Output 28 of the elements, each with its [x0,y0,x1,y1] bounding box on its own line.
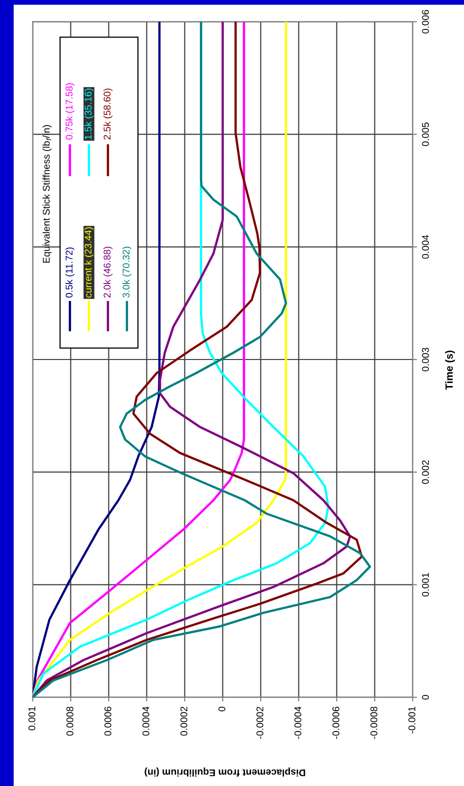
text: current k (23.44) [84,227,94,298]
y-tick-label: 0.006 [422,10,429,34]
y-tick-label: 0.005 [422,122,429,146]
x-tick-label: 0.0008 [66,706,74,736]
y-tick-label: 0 [422,694,429,700]
x-tick-label: -0.0002 [256,706,264,739]
x-tick-label: -0.001 [408,706,416,734]
y-tick-label: 0.002 [422,460,429,484]
x-tick-label: 0.0006 [104,706,112,736]
x-axis-title: Displacement from Equilibrium (in) [144,767,306,777]
text: 0.75k (17.58) [65,83,74,140]
x-tick-label: 0.001 [28,706,36,730]
y-tick-label: 0.003 [422,348,429,372]
x-tick-label: -0.0004 [294,706,302,739]
y-axis-title: Time (s) [445,350,455,390]
x-tick-label: -0.0008 [370,706,378,739]
text: 1.5k (35.16) [84,88,94,140]
x-tick-label: 0.0002 [180,706,188,736]
legend-title: Equivalent Stick Stiffness (lb$_{f}$/in) [42,125,52,263]
x-tick-label: 0.0004 [142,706,150,736]
text: 3.0k (70.32) [122,246,132,298]
x-tick-label: -0.0006 [332,706,340,739]
y-tick-label: 0.004 [422,235,429,259]
text: 0.5k (11.72) [65,247,74,298]
text: 2.0k (46.88) [103,246,112,298]
x-tick-label: 0 [218,706,226,712]
text: 2.5k (58.60) [103,88,112,140]
y-tick-label: 0.001 [422,573,429,596]
